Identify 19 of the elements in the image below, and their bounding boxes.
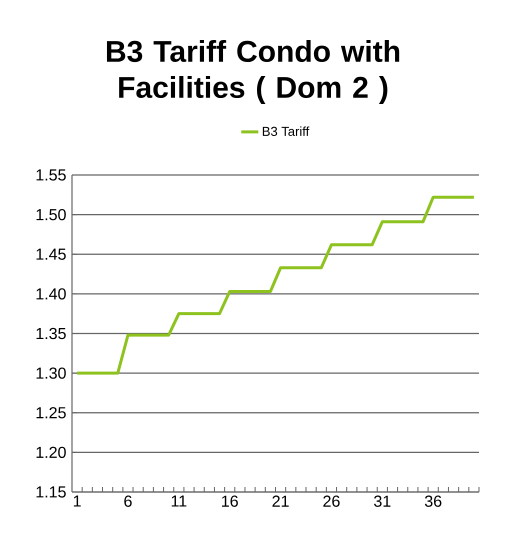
x-tick-label: 11 bbox=[172, 496, 186, 507]
x-tick-label: 31 bbox=[374, 496, 390, 507]
y-tick-label: 1.50 bbox=[36, 208, 66, 220]
y-tick-label: 1.30 bbox=[36, 367, 66, 379]
x-tick-label: 6 bbox=[124, 496, 132, 507]
x-tick-label: 26 bbox=[323, 496, 340, 507]
x-tick-label: 16 bbox=[222, 496, 238, 507]
legend-label: B3 Tariff bbox=[262, 126, 310, 136]
chart-title: B3 Tariff Condo with Facilities ( Dom 2 ) bbox=[106, 40, 400, 104]
y-tick-label: 1.20 bbox=[36, 446, 66, 458]
x-tick-label: 36 bbox=[424, 496, 442, 507]
y-tick-label: 1.15 bbox=[36, 486, 66, 498]
y-tick-label: 1.45 bbox=[36, 248, 66, 260]
x-tick-label: 1 bbox=[74, 496, 81, 507]
y-tick-label: 1.55 bbox=[36, 169, 66, 181]
y-tick-label: 1.35 bbox=[36, 328, 66, 340]
y-tick-label: 1.25 bbox=[36, 407, 66, 418]
y-tick-label: 1.40 bbox=[36, 288, 66, 300]
x-tick-label: 21 bbox=[272, 496, 289, 507]
